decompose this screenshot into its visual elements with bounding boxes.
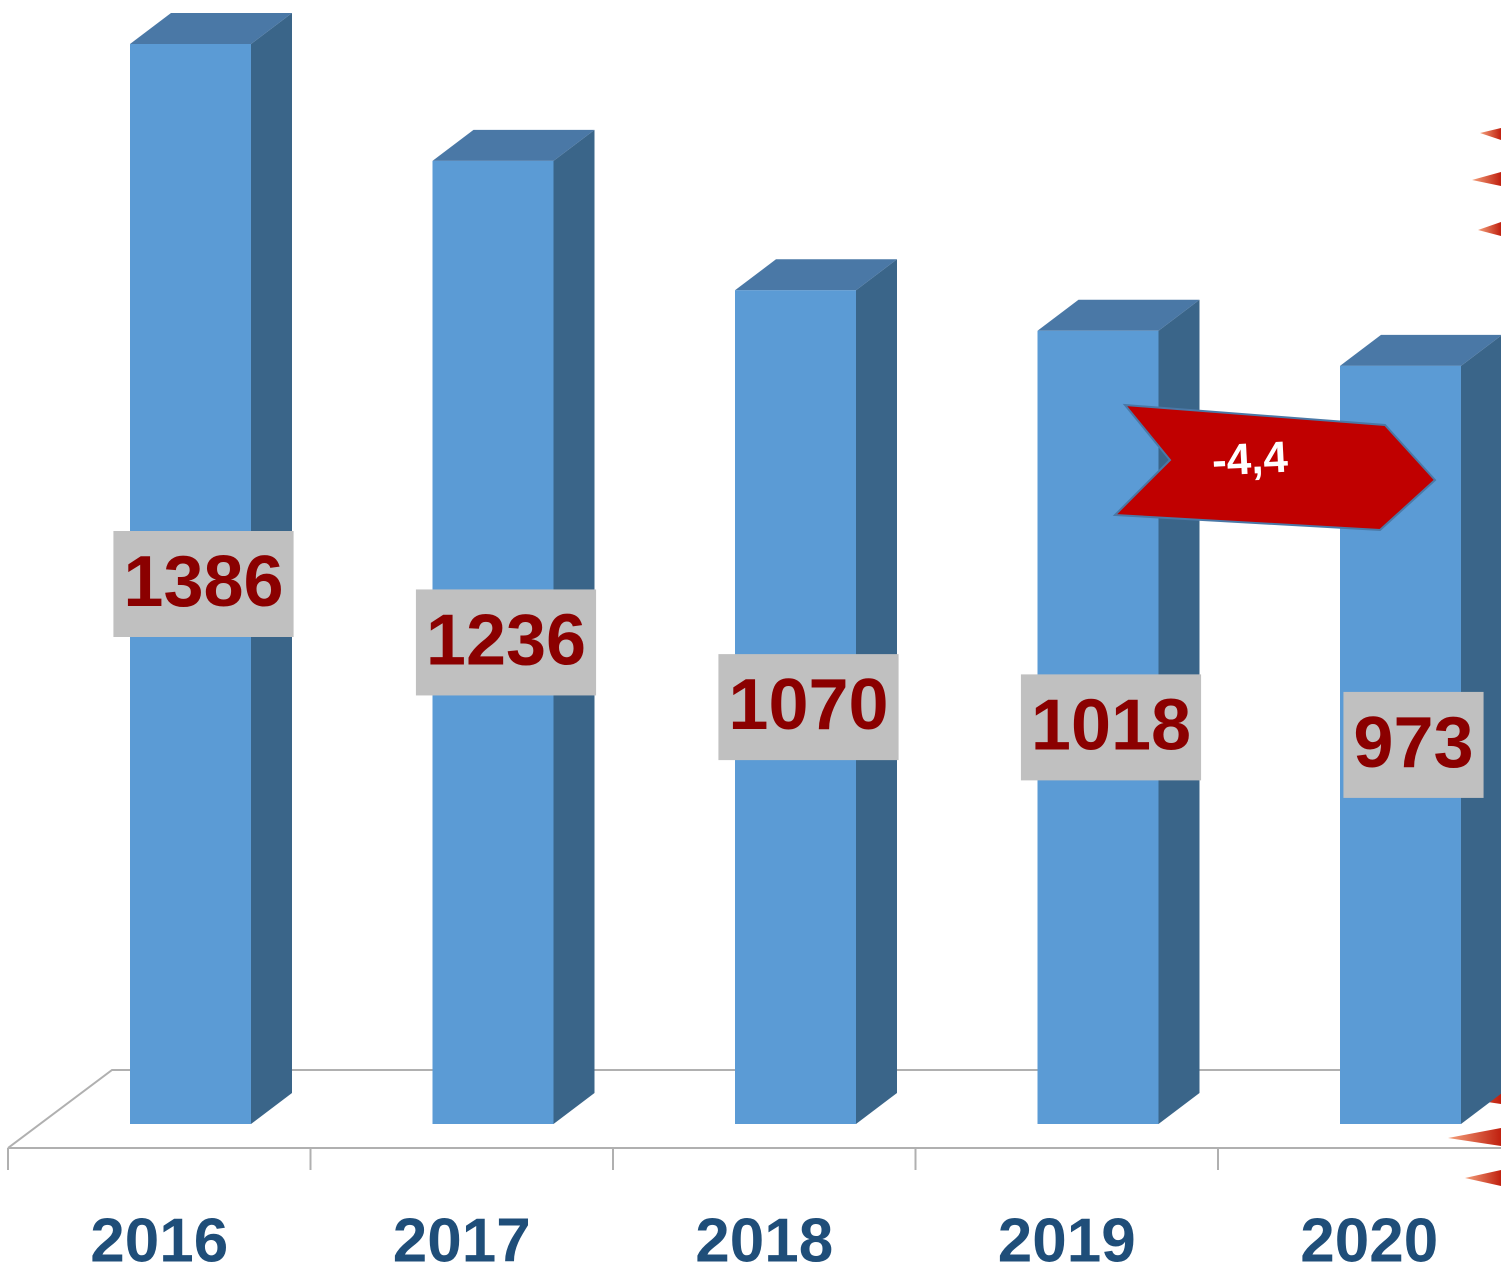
- x-tick-label: 2019: [998, 1206, 1136, 1272]
- data-label: 1018: [1031, 685, 1191, 765]
- data-label: 1070: [728, 665, 888, 745]
- bars: [130, 13, 1501, 1124]
- data-label-group: 1386: [113, 531, 293, 637]
- x-tick-label: 2018: [695, 1206, 833, 1272]
- data-label: 973: [1353, 703, 1473, 783]
- page: {"chart_data": {"type": "bar3d", "catego…: [0, 0, 1501, 1272]
- data-label-group: 1070: [718, 654, 898, 760]
- x-tick-label: 2017: [393, 1206, 531, 1272]
- x-tick-label: 2020: [1300, 1206, 1438, 1272]
- data-label-group: 1236: [416, 589, 596, 695]
- data-label: 1386: [123, 542, 283, 622]
- x-tick-label: 2016: [90, 1206, 228, 1272]
- data-label-group: 1018: [1021, 674, 1201, 780]
- data-label-group: 973: [1343, 692, 1483, 798]
- annotation: -4,4: [1211, 433, 1290, 486]
- chart: 1386 1236 1070 1018 973 -4,4 2016 2017 2018 201…: [0, 0, 1501, 1272]
- data-label: 1236: [426, 600, 586, 680]
